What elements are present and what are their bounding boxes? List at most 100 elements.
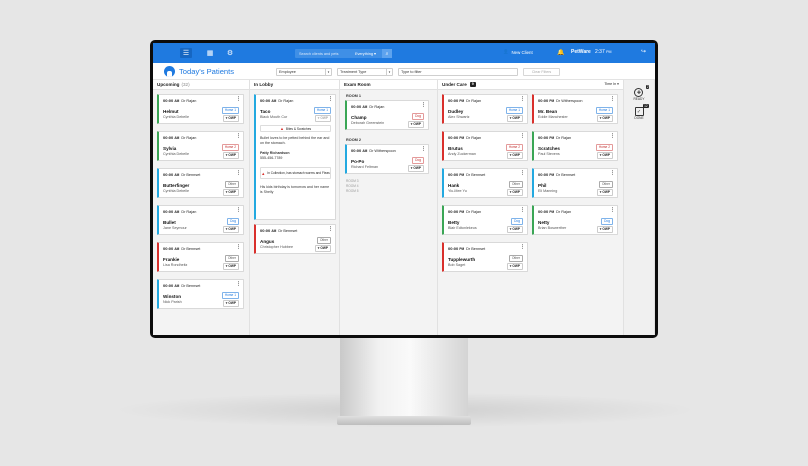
doctor-name: Dr Rajan [556, 136, 572, 140]
more-options-icon[interactable]: ⋮ [236, 133, 241, 139]
more-options-icon[interactable]: ⋮ [610, 170, 615, 176]
sort-select[interactable]: Time In ▾ [604, 82, 619, 86]
clear-filters-button[interactable]: Clear Filters [523, 68, 560, 76]
client-note: His kids birthday is tomorrow and her na… [260, 185, 330, 194]
patient-card[interactable]: 00:00 PM Dr Rajan ⋮ Scratches Paul Stevens Ho… [532, 131, 618, 161]
appointment-time: 00:00 AM Dr Rajan [163, 135, 196, 140]
employee-select[interactable]: Employee ▾ [276, 68, 332, 76]
patient-card[interactable]: 00:00 AM Dr Bennset ⋮ Winston Nick Parish Hor… [157, 279, 244, 309]
patient-card[interactable]: 00:00 AM Dr Rajan ⋮ Helmut Cynthia Debelle Ho… [157, 94, 244, 124]
owp-badge: ♥ OWP [596, 189, 613, 196]
patient-card[interactable]: 00:00 PM Dr Witherspoon ⋮ Mr. Bean Eddie Man… [532, 94, 618, 124]
room-3-label[interactable]: ROOM 3 [346, 179, 359, 183]
patient-card[interactable]: 00:00 PM Dr Bennset ⋮ Phil Eli Manning Other ♥… [532, 168, 618, 198]
filter-input[interactable]: Type to filter [398, 68, 518, 76]
appointment-time: 00:00 PM Dr Witherspoon [538, 98, 583, 103]
patient-card-taco[interactable]: 00:00 AM Dr Rajan ⋮ Taco Black Mouth Cur … [254, 94, 336, 220]
species-badge: Horse 1 [221, 107, 239, 114]
patient-card[interactable]: 00:00 AM Dr Bennset ⋮ Butterfinger Cynthia D… [157, 168, 244, 198]
lobby-title: In Lobby [254, 82, 274, 87]
calendar-icon[interactable]: ▦ [206, 49, 214, 57]
search-bar[interactable]: Search clients and pets Everything ▾ ⌕ [295, 49, 392, 58]
alert-text: Bites & Scratches [285, 126, 312, 131]
lobby-column: In Lobby 00:00 AM Dr Rajan ⋮ Taco Black M… [250, 80, 340, 335]
alert-text: In Collection, has stomach worms and Fle… [267, 171, 330, 175]
more-options-icon[interactable]: ⋮ [520, 244, 525, 250]
more-options-icon[interactable]: ⋮ [520, 170, 525, 176]
patient-card[interactable]: 00:00 PM Dr Rajan ⋮ Betty Blair Edtonlekeus D… [442, 205, 528, 235]
patient-card[interactable]: 00:00 AM Dr Rajan ⋮ Sylvia Cynthia Debelle Ho… [157, 131, 244, 161]
patient-card-angus[interactable]: 00:00 AM Dr Bennset ⋮ Angus Christopher H… [254, 224, 336, 254]
species-badge: Dog [601, 218, 613, 225]
more-options-icon[interactable]: ⋮ [236, 96, 241, 102]
board-view-icon[interactable]: ☰ [180, 48, 192, 58]
owner-name: Nick Parish [163, 300, 182, 304]
owp-badge: ♥ OWP [506, 226, 523, 233]
search-icon[interactable]: ⌕ [382, 49, 392, 58]
time-ampm: PM [549, 210, 555, 214]
under-care-column: Under Care 9 Time In ▾ 00:00 PM Dr Rajan ⋮ Du… [438, 80, 624, 335]
exam-room-header: Exam Room [340, 80, 437, 90]
patient-card-popo[interactable]: 00:00 AM Dr Witherspoon ⋮ Po-Po Richard F… [345, 144, 429, 174]
more-options-icon[interactable]: ⋮ [520, 207, 525, 213]
time-value: 00:00 [260, 228, 271, 233]
patient-name: Winston [163, 294, 182, 299]
patient-name: Dudley [448, 109, 464, 114]
warning-icon: ▲ [261, 170, 266, 176]
gear-icon[interactable]: ⚙ [226, 49, 234, 57]
bell-icon[interactable]: 🔔 [557, 50, 565, 56]
more-options-icon[interactable]: ⋮ [236, 244, 241, 250]
more-options-icon[interactable]: ⋮ [421, 146, 426, 152]
more-options-icon[interactable]: ⋮ [610, 133, 615, 139]
more-options-icon[interactable]: ⋮ [236, 281, 241, 287]
more-options-icon[interactable]: ⋮ [328, 226, 333, 232]
patient-card[interactable]: 00:00 PM Dr Bennset ⋮ Tupplewurth Bob Saget O… [442, 242, 528, 272]
warning-icon: ▲ [279, 126, 284, 131]
new-client-button[interactable]: 👤 New Client [503, 49, 533, 55]
appointment-time: 00:00 AM Dr Rajan [351, 104, 384, 109]
more-options-icon[interactable]: ⋮ [236, 170, 241, 176]
done-count: 12 [643, 104, 649, 109]
room-5-label[interactable]: ROOM 5 [346, 189, 359, 193]
owp-label: OWP [602, 116, 610, 120]
search-input[interactable]: Search clients and pets [299, 51, 339, 56]
room-4-label[interactable]: ROOM 4 [346, 184, 359, 188]
doctor-name: Dr Rajan [181, 99, 197, 103]
time-value: 00:00 [538, 209, 549, 214]
more-options-icon[interactable]: ⋮ [520, 133, 525, 139]
more-options-icon[interactable]: ⋮ [236, 207, 241, 213]
app-screen: ☰ ▦ ⚙ Search clients and pets Everything… [153, 43, 655, 335]
time-value: 00:00 [351, 104, 362, 109]
owner-name: Yiu-Mee Yu [448, 189, 467, 193]
owp-badge: ♥ OWP [222, 263, 239, 270]
patient-breed: Black Mouth Cur [260, 115, 288, 119]
treatment-type-select[interactable]: Treatment Type ▾ [337, 68, 393, 76]
more-options-icon[interactable]: ⋮ [328, 96, 333, 102]
patient-card[interactable]: 00:00 PM Dr Rajan ⋮ Netty Brian Boswerther Do… [532, 205, 618, 235]
owp-label: OWP [512, 153, 520, 157]
more-options-icon[interactable]: ⋮ [610, 96, 615, 102]
checklist-icon: ✓ [634, 107, 644, 116]
more-options-icon[interactable]: ⋮ [520, 96, 525, 102]
appointment-time: 00:00 AM Dr Rajan [260, 98, 293, 103]
time-ampm: PM [459, 247, 465, 251]
logout-icon[interactable]: ↪ [641, 49, 647, 55]
owp-badge: ♥ OWP [506, 115, 523, 122]
done-status[interactable]: ✓ 12 DONE [634, 104, 649, 120]
upcoming-header: Upcoming (32) [153, 80, 249, 90]
patient-card[interactable]: 00:00 PM Dr Bennset ⋮ Hank Yiu-Mee Yu Other ♥ … [442, 168, 528, 198]
patient-card[interactable]: 00:00 PM Dr Rajan ⋮ Dudley Alex Shwartz Horse… [442, 94, 528, 124]
patient-card[interactable]: 00:00 AM Dr Bennset ⋮ Frankie Lisa Rondheitz… [157, 242, 244, 272]
owner-name: Cynthia Debelle [163, 115, 190, 119]
appointment-time: 00:00 PM Dr Rajan [448, 209, 481, 214]
search-scope-select[interactable]: Everything ▾ [355, 51, 376, 57]
appointment-time: 00:00 AM Dr Rajan [163, 98, 196, 103]
more-options-icon[interactable]: ⋮ [610, 207, 615, 213]
patient-card-champ[interactable]: 00:00 AM Dr Rajan ⋮ Champ Deborah Greenst… [345, 100, 429, 130]
ready-status[interactable]: ✚ 2 READY [634, 85, 650, 101]
more-options-icon[interactable]: ⋮ [421, 102, 426, 108]
page-header: Today's Patients Employee ▾ Treatment Typ… [153, 63, 655, 80]
owp-badge: ♥ OWP [506, 189, 523, 196]
patient-card[interactable]: 00:00 AM Dr Rajan ⋮ Bullet Jane Seymour Dog ♥ … [157, 205, 244, 235]
patient-card[interactable]: 00:00 PM Dr Rajan ⋮ Brutus Andy Zuckerman Hor… [442, 131, 528, 161]
